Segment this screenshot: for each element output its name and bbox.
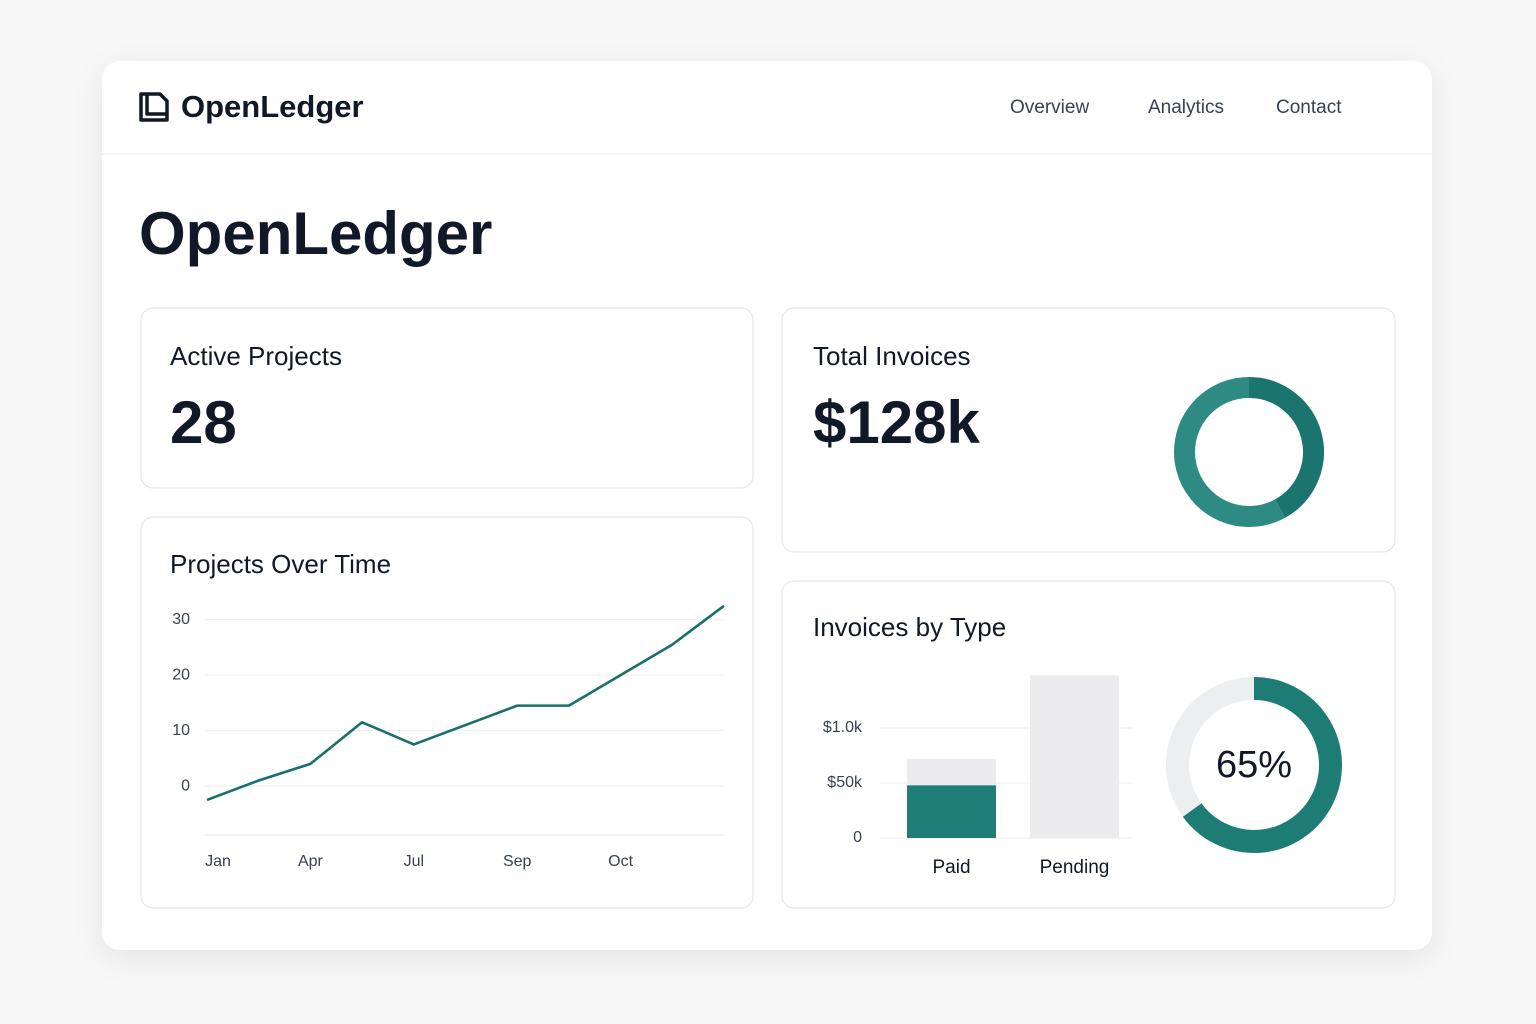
- brand[interactable]: OpenLedger: [181, 89, 364, 124]
- card-value: 28: [170, 389, 237, 456]
- card-label: Active Projects: [170, 341, 342, 371]
- nav-link[interactable]: Overview: [1010, 97, 1089, 118]
- page-title: OpenLedger: [139, 200, 492, 267]
- bar-segment: [907, 758, 996, 786]
- line-series: [206, 604, 725, 802]
- y-tick-label: 0: [181, 777, 190, 794]
- x-tick-label: Pending: [1040, 857, 1110, 878]
- x-tick-label: Apr: [298, 853, 324, 870]
- donut-segment: [1174, 377, 1286, 527]
- x-tick-label: Jul: [404, 853, 424, 870]
- chart-title: Projects Over Time: [170, 549, 391, 579]
- donut-label: 65%: [1216, 744, 1292, 786]
- y-tick-label: $1.0k: [823, 719, 863, 736]
- nav-link[interactable]: Analytics: [1148, 97, 1224, 118]
- card: [781, 307, 1396, 553]
- card: [140, 307, 754, 489]
- x-tick-label: Paid: [932, 857, 970, 878]
- y-tick-label: 20: [172, 666, 190, 683]
- donut-segment: [1248, 377, 1324, 518]
- y-tick-label: 0: [853, 829, 862, 846]
- logo-icon: [139, 92, 169, 122]
- card: [140, 516, 754, 909]
- x-tick-label: Oct: [608, 853, 633, 870]
- x-tick-label: Jan: [205, 853, 231, 870]
- donut-segment: [1182, 677, 1342, 853]
- y-tick-label: 30: [172, 611, 190, 628]
- bar-segment: [1030, 675, 1119, 838]
- bar-segment: [907, 785, 996, 838]
- chart-title: Invoices by Type: [813, 612, 1006, 642]
- donut-segment: [1166, 677, 1255, 817]
- y-tick-label: $50k: [827, 774, 863, 791]
- nav-link[interactable]: Contact: [1276, 97, 1342, 118]
- card-value: $128k: [813, 389, 980, 456]
- card-label: Total Invoices: [813, 341, 971, 371]
- y-tick-label: 10: [172, 722, 190, 739]
- x-tick-label: Sep: [503, 853, 532, 870]
